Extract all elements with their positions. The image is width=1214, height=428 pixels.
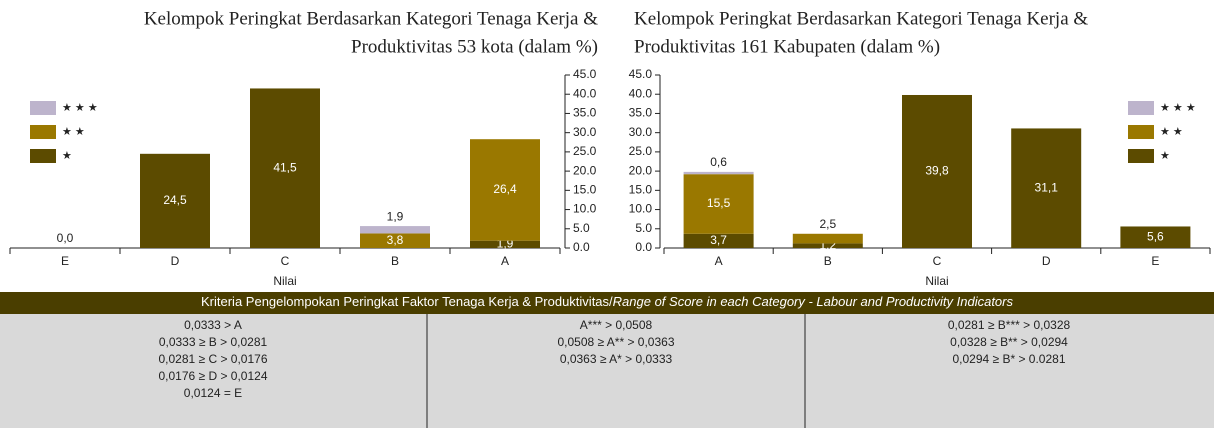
y-tick-label: 25.0 [629, 144, 653, 158]
value-label: 26,4 [493, 182, 517, 196]
value-label: 0,6 [710, 155, 727, 169]
value-label: 41,5 [273, 160, 297, 174]
legend-swatch [30, 101, 56, 115]
legend-label: ★ ★ [1160, 126, 1183, 138]
y-tick-label: 5.0 [635, 221, 652, 235]
y-tick-label: 45.0 [573, 67, 597, 81]
y-tick-label: 25.0 [573, 144, 597, 158]
legend-label: ★ ★ ★ [62, 102, 98, 114]
y-tick-label: 40.0 [629, 86, 653, 100]
bar-segment [250, 88, 320, 248]
chart-title: Produktivitas 161 Kabupaten (dalam %) [634, 36, 940, 57]
value-label: 31,1 [1035, 180, 1059, 194]
x-axis-label: Nilai [273, 274, 296, 288]
table-cell: 0,0124 = E [184, 386, 242, 400]
y-tick-label: 35.0 [573, 106, 597, 120]
y-tick-label: 15.0 [573, 183, 597, 197]
value-label: 24,5 [163, 193, 187, 207]
legend-label: ★ [62, 150, 72, 162]
legend-label: ★ ★ [62, 126, 85, 138]
x-tick-label: E [61, 254, 69, 268]
table-header-bg [0, 292, 1214, 314]
x-tick-label: C [281, 254, 290, 268]
y-tick-label: 40.0 [573, 86, 597, 100]
value-label: 15,5 [707, 196, 731, 210]
table-cell: 0,0176 ≥ D > 0,0124 [158, 369, 267, 383]
y-tick-label: 35.0 [629, 106, 653, 120]
table-cell: 0,0508 ≥ A** > 0,0363 [557, 335, 674, 349]
table-cell: 0,0363 ≥ A* > 0,0333 [560, 352, 673, 366]
legend-swatch [30, 149, 56, 163]
y-tick-label: 5.0 [573, 221, 590, 235]
y-tick-label: 20.0 [629, 163, 653, 177]
legend-swatch [1128, 149, 1154, 163]
y-tick-label: 0.0 [635, 240, 652, 254]
value-label: 3,7 [710, 233, 727, 247]
bar-segment [683, 174, 754, 234]
x-axis-label: Nilai [925, 274, 948, 288]
x-tick-label: C [933, 254, 942, 268]
bar-segment [683, 233, 754, 248]
x-tick-label: D [171, 254, 180, 268]
x-tick-label: E [1151, 254, 1159, 268]
header-text: Kriteria Pengelompokan Peringkat Faktor … [201, 294, 613, 309]
value-label: 0,0 [57, 231, 74, 245]
bar-segment [792, 233, 863, 244]
x-tick-label: D [1042, 254, 1051, 268]
y-tick-label: 45.0 [629, 67, 653, 81]
bar-segment [360, 226, 430, 234]
table-cell: 0,0281 ≥ C > 0,0176 [158, 352, 267, 366]
bar-segment [360, 233, 430, 248]
table-cell: A*** > 0,0508 [580, 318, 653, 332]
legend-label: ★ [1160, 150, 1170, 162]
x-tick-label: A [501, 254, 509, 268]
bar-segment [792, 243, 863, 248]
bar-segment [902, 94, 972, 248]
bar-segment [1120, 226, 1191, 248]
x-tick-label: B [391, 254, 399, 268]
y-tick-label: 0.0 [573, 240, 590, 254]
table-cell: 0,0333 > A [184, 318, 242, 332]
legend-label: ★ ★ ★ [1160, 102, 1196, 114]
value-label: 39,8 [925, 164, 949, 178]
legend-swatch [30, 125, 56, 139]
value-label: 5,6 [1147, 229, 1164, 243]
table-header: Kriteria Pengelompokan Peringkat Faktor … [201, 294, 1013, 309]
chart-title: Produktivitas 53 kota (dalam %) [351, 36, 598, 57]
bar-segment [470, 139, 540, 241]
header-text-italic: Range of Score in each Category - Labour… [613, 294, 1014, 309]
legend-swatch [1128, 101, 1154, 115]
value-label: 3,8 [387, 233, 404, 247]
chart-title: Kelompok Peringkat Berdasarkan Kategori … [634, 8, 1088, 29]
table-cell: 0,0281 ≥ B*** > 0,0328 [948, 318, 1071, 332]
bar-segment [470, 240, 540, 248]
y-tick-label: 15.0 [629, 183, 653, 197]
bar-segment [140, 153, 210, 248]
value-label: 1,9 [387, 209, 404, 223]
value-label: 2,5 [819, 217, 836, 231]
chart-title: Kelompok Peringkat Berdasarkan Kategori … [144, 8, 598, 29]
legend-swatch [1128, 125, 1154, 139]
y-tick-label: 10.0 [573, 202, 597, 216]
y-tick-label: 10.0 [629, 202, 653, 216]
bar-segment [1011, 128, 1082, 248]
y-tick-label: 30.0 [629, 125, 653, 139]
x-tick-label: B [824, 254, 832, 268]
table-cell: 0,0328 ≥ B** > 0,0294 [950, 335, 1068, 349]
table-cell: 0,0294 ≥ B* > 0.0281 [952, 352, 1065, 366]
y-tick-label: 20.0 [573, 163, 597, 177]
x-tick-label: A [715, 254, 723, 268]
y-tick-label: 30.0 [573, 125, 597, 139]
bar-segment [683, 171, 754, 175]
table-body-bg [0, 314, 1214, 428]
table-cell: 0,0333 ≥ B > 0,0281 [159, 335, 268, 349]
